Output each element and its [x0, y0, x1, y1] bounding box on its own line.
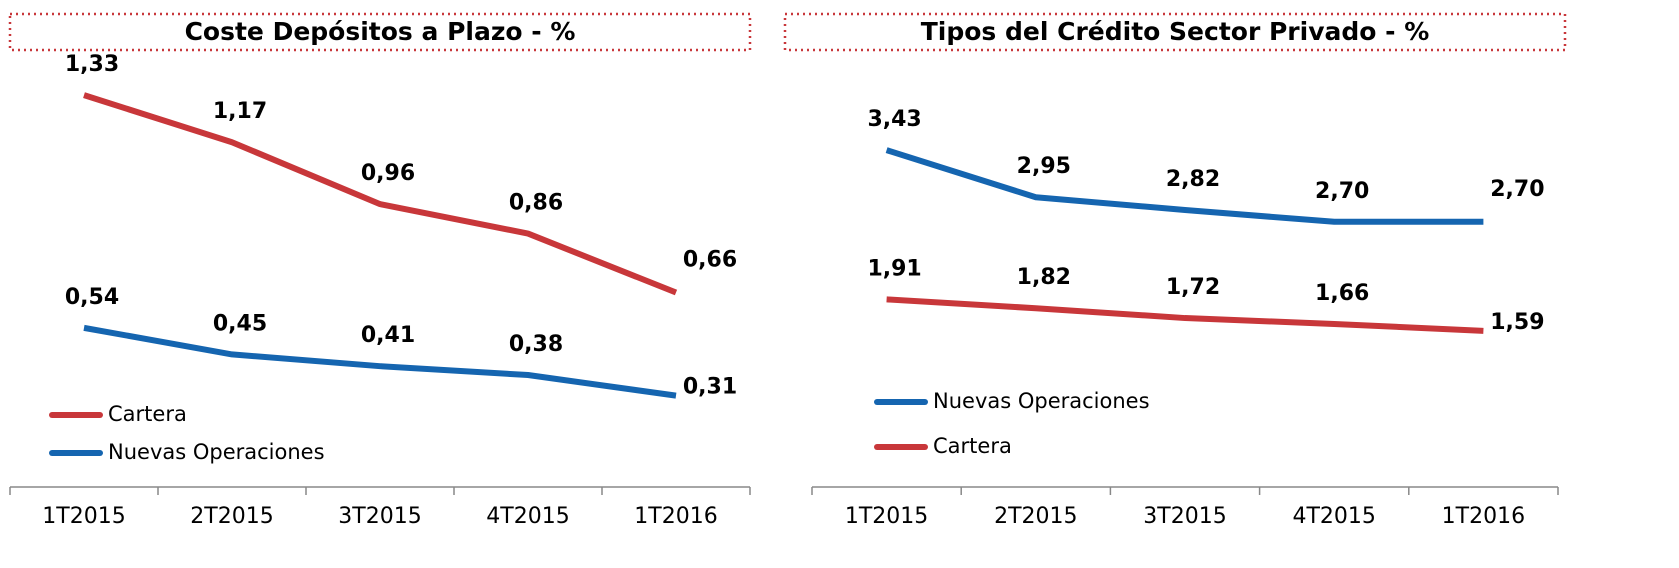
data-label: 2,70 [1315, 179, 1369, 204]
x-tick-label: 2T2015 [994, 504, 1077, 529]
data-label: 0,66 [683, 248, 737, 273]
data-label: 2,95 [1017, 154, 1071, 179]
x-tick-label: 1T2016 [1442, 504, 1525, 529]
series-line [885, 147, 1484, 225]
x-tick-label: 4T2015 [1292, 504, 1375, 529]
data-label: 0,96 [361, 161, 415, 186]
series-line [886, 296, 1484, 334]
x-tick-label: 3T2015 [1143, 504, 1226, 529]
data-label: 0,86 [509, 191, 563, 216]
data-label: 0,41 [361, 323, 415, 348]
legend-label: Nuevas Operaciones [933, 389, 1150, 413]
x-tick-label: 1T2016 [634, 504, 717, 529]
legend-label: Nuevas Operaciones [108, 440, 325, 464]
legend-label: Cartera [108, 402, 187, 426]
x-tick-label: 4T2015 [486, 504, 569, 529]
data-label: 1,33 [65, 52, 119, 77]
series-line [83, 92, 678, 296]
chart-title: Coste Depósitos a Plazo - % [185, 17, 576, 46]
data-label: 3,43 [867, 107, 921, 132]
data-label: 1,59 [1490, 310, 1544, 335]
data-label: 1,72 [1166, 275, 1220, 300]
data-label: 1,17 [213, 99, 267, 124]
data-label: 0,38 [509, 332, 563, 357]
x-tick-label: 2T2015 [190, 504, 273, 529]
data-label: 0,54 [65, 285, 119, 310]
title-box [783, 12, 1567, 52]
title-box [8, 12, 752, 52]
legend-label: Cartera [933, 434, 1012, 458]
x-tick-label: 1T2015 [42, 504, 125, 529]
series-line [83, 324, 677, 399]
data-label: 2,82 [1166, 167, 1220, 192]
data-label: 0,45 [213, 311, 267, 336]
data-label: 0,31 [683, 375, 737, 400]
x-tick-label: 1T2015 [845, 504, 928, 529]
data-label: 1,82 [1017, 265, 1071, 290]
x-tick-label: 3T2015 [338, 504, 421, 529]
data-label: 2,70 [1490, 177, 1544, 202]
data-label: 1,91 [867, 256, 921, 281]
chart-title: Tipos del Crédito Sector Privado - % [921, 17, 1430, 46]
data-label: 1,66 [1315, 281, 1369, 306]
